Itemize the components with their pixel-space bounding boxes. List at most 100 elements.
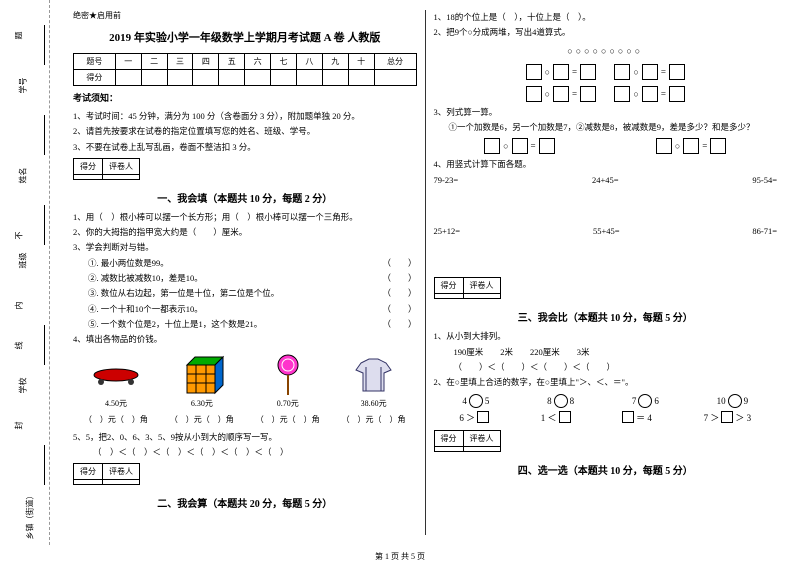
- q3a-text: ①. 最小两位数是99。: [73, 256, 169, 271]
- sb-score: 得分: [434, 278, 463, 294]
- td-blank[interactable]: [348, 70, 374, 86]
- paren-blank[interactable]: （ ）: [382, 286, 416, 301]
- q3-1-blanks[interactable]: （ ）＜（ ）＜（ ）＜（ ）: [434, 360, 778, 375]
- margin-label-inner: 内: [14, 302, 25, 310]
- td-blank[interactable]: [296, 70, 322, 86]
- box-icon: [669, 86, 685, 102]
- q1-4: 4、填出各物品的价钱。: [73, 332, 417, 347]
- score-box-4: 得分评卷人: [434, 430, 501, 452]
- equation-2[interactable]: ○=: [614, 64, 685, 80]
- section-4-title: 四、选一选（本题共 10 分，每题 5 分）: [434, 462, 778, 477]
- td-blank[interactable]: [167, 70, 193, 86]
- sb-blank[interactable]: [74, 480, 103, 485]
- calc-1a[interactable]: 79-23=: [434, 175, 459, 185]
- equation-4[interactable]: ○=: [614, 86, 685, 102]
- section-3-title: 三、我会比（本题共 10 分，每题 5 分）: [434, 309, 778, 324]
- cmp-2c[interactable]: ＝ 4: [622, 411, 652, 424]
- sb-blank[interactable]: [103, 480, 140, 485]
- th-6: 六: [245, 54, 271, 70]
- op-text: ○: [545, 67, 550, 77]
- blank-1[interactable]: （ ）元（ ）角: [84, 414, 148, 425]
- td-blank[interactable]: [219, 70, 245, 86]
- box-icon: [512, 138, 528, 154]
- img-lollipop: 0.70元: [263, 353, 313, 409]
- img-shirt: 38.60元: [349, 353, 399, 409]
- right-column: 1、18的个位上是（ ），十位上是（ ）。 2、把9个○分成两堆，写出4道算式。…: [426, 10, 786, 535]
- sb-blank[interactable]: [434, 446, 463, 451]
- work-space[interactable]: [434, 239, 778, 274]
- equation-5[interactable]: ○=: [484, 138, 555, 154]
- box-icon: [539, 138, 555, 154]
- margin-label-township: 乡镇（街道）: [25, 492, 36, 540]
- op-text: ○: [503, 141, 508, 151]
- td-blank[interactable]: [271, 70, 297, 86]
- blank-3[interactable]: （ ）元（ ）角: [256, 414, 320, 425]
- notice-line: 1、考试时间：45 分钟，满分为 100 分（含卷面分 3 分），附加题单独 2…: [73, 109, 417, 124]
- sb-score: 得分: [74, 158, 103, 174]
- compare-row-1: 4 5 8 8 7 6 10 9: [434, 394, 778, 408]
- td-blank[interactable]: [245, 70, 271, 86]
- box-icon: [669, 64, 685, 80]
- q1-3b: ②. 减数比被减数10，差是10。（ ）: [73, 271, 417, 286]
- cmp-2a[interactable]: 6 ＞: [459, 411, 489, 424]
- q2-3-text: ①一个加数是6，另一个加数是7，②减数是8，被减数是9，差是多少？和是多少？: [434, 120, 778, 135]
- cmp-1b[interactable]: 8 8: [547, 394, 574, 408]
- calc-2c[interactable]: 86-71=: [752, 226, 777, 236]
- cmp-1d[interactable]: 10 9: [717, 394, 749, 408]
- box-icon: [656, 138, 672, 154]
- th-3: 三: [167, 54, 193, 70]
- calc-2a[interactable]: 25+12=: [434, 226, 461, 236]
- td-blank[interactable]: [193, 70, 219, 86]
- equation-3[interactable]: ○=: [526, 86, 597, 102]
- th-1: 一: [115, 54, 141, 70]
- notice-line: 2、请首先按要求在试卷的指定位置填写您的姓名、班级、学号。: [73, 124, 417, 139]
- work-space[interactable]: [434, 188, 778, 223]
- sb-grader: 评卷人: [103, 464, 140, 480]
- margin-underline: [35, 115, 45, 155]
- paren-blank[interactable]: （ ）: [382, 271, 416, 286]
- td-blank[interactable]: [141, 70, 167, 86]
- q2-4: 4、用竖式计算下面各题。: [434, 157, 778, 172]
- eq-text: =: [572, 89, 577, 99]
- blank-4[interactable]: （ ）元（ ）角: [342, 414, 406, 425]
- calc-2b[interactable]: 55+45=: [593, 226, 620, 236]
- q1-5-blanks[interactable]: （ ）＜（ ）＜（ ）＜（ ）＜（ ）＜（ ）: [73, 445, 417, 460]
- price-2: 6.30元: [177, 398, 227, 409]
- sb-blank[interactable]: [463, 294, 500, 299]
- td-blank[interactable]: [322, 70, 348, 86]
- paren-blank[interactable]: （ ）: [382, 256, 416, 271]
- sb-blank[interactable]: [434, 294, 463, 299]
- td-blank[interactable]: [374, 70, 416, 86]
- circle-icon: [638, 394, 652, 408]
- cmp-1a[interactable]: 4 5: [462, 394, 489, 408]
- equation-6[interactable]: ○=: [656, 138, 727, 154]
- cmp-2b[interactable]: 1 ＜: [541, 411, 571, 424]
- calc-1c[interactable]: 95-54=: [752, 175, 777, 185]
- sb-blank[interactable]: [103, 174, 140, 179]
- cmp-2d[interactable]: 7 ＞ ＞ 3: [704, 411, 752, 424]
- td-score: 得分: [74, 70, 116, 86]
- calc-row-1: 79-23= 24+45= 95-54=: [434, 175, 778, 185]
- calc-1b[interactable]: 24+45=: [592, 175, 619, 185]
- price-1: 4.50元: [91, 398, 141, 409]
- notice-line: 3、不要在试卷上乱写乱画，卷面不整洁扣 3 分。: [73, 140, 417, 155]
- paren-blank[interactable]: （ ）: [382, 317, 416, 332]
- section-2-title: 二、我会算（本题共 20 分，每题 5 分）: [73, 495, 417, 510]
- td-blank[interactable]: [115, 70, 141, 86]
- q3-2: 2、在○里填上合适的数字，在○里填上"＞、＜、＝"。: [434, 375, 778, 390]
- page-container: 乡镇（街道） 封 学校 线 内 班级 不 姓名 学号 题 绝密★启用前 2019…: [0, 0, 800, 545]
- margin-label-ti: 题: [14, 32, 25, 40]
- compare-row-2: 6 ＞ 1 ＜ ＝ 4 7 ＞ ＞ 3: [434, 411, 778, 424]
- th-total: 总分: [374, 54, 416, 70]
- circle-icon: [469, 394, 483, 408]
- box-icon: [721, 411, 733, 423]
- notice-title: 考试须知：: [73, 91, 417, 104]
- blank-2[interactable]: （ ）元（ ）角: [170, 414, 234, 425]
- paren-blank[interactable]: （ ）: [382, 302, 416, 317]
- cmp-1c[interactable]: 7 6: [632, 394, 659, 408]
- sb-blank[interactable]: [74, 174, 103, 179]
- equation-1[interactable]: ○=: [526, 64, 597, 80]
- price-blanks: （ ）元（ ）角 （ ）元（ ）角 （ ）元（ ）角 （ ）元（ ）角: [73, 414, 417, 425]
- sb-blank[interactable]: [463, 446, 500, 451]
- sb-grader: 评卷人: [463, 430, 500, 446]
